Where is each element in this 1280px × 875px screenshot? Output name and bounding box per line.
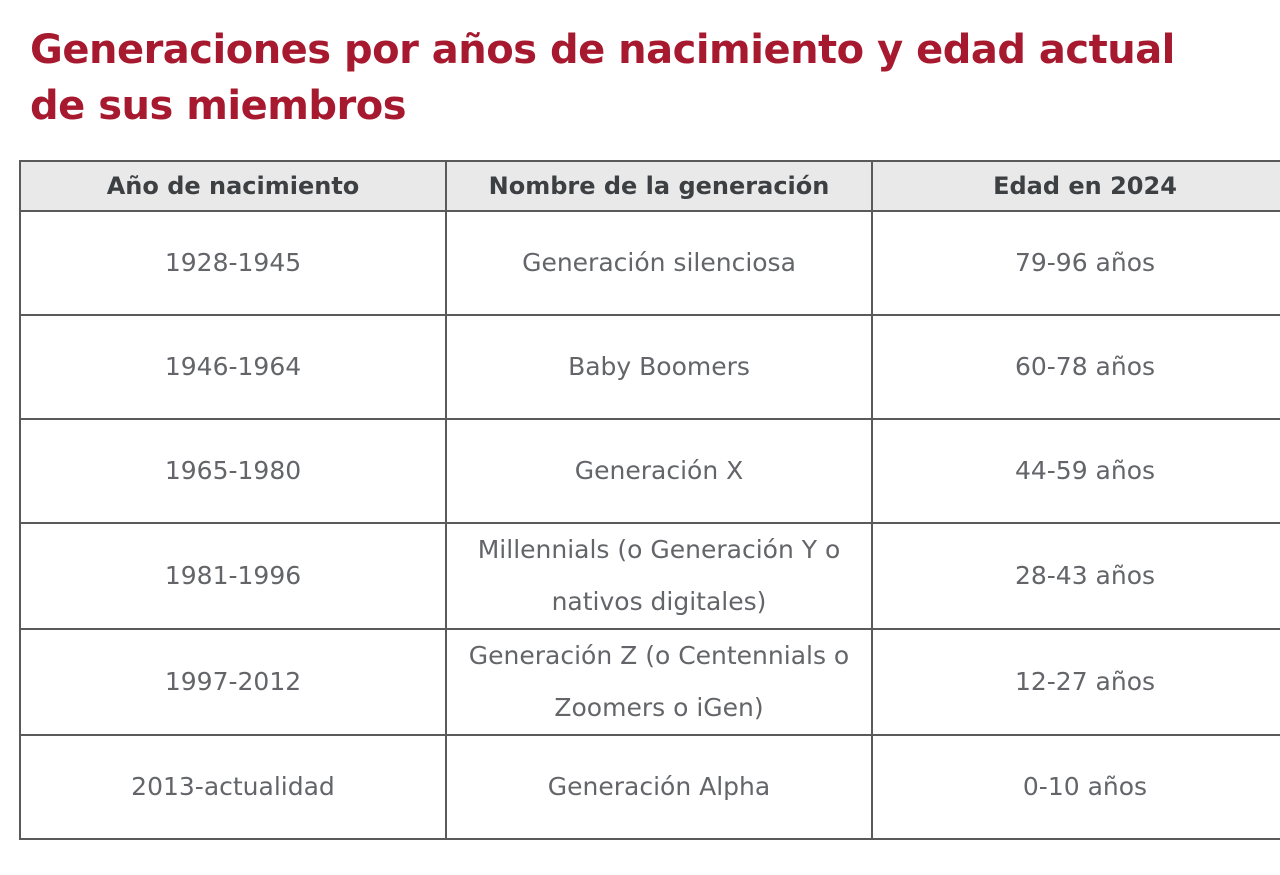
- page-title: Generaciones por años de nacimiento y ed…: [30, 22, 1250, 134]
- page-title-line-2: de sus miembros: [30, 83, 407, 129]
- cell-birth-year: 1997-2012: [19, 628, 447, 736]
- cell-age: 28-43 años: [871, 522, 1280, 630]
- header-birth-year: Año de nacimiento: [19, 160, 447, 212]
- cell-birth-year: 2013-actualidad: [19, 734, 447, 840]
- cell-age: 44-59 años: [871, 418, 1280, 524]
- cell-generation-name: Baby Boomers: [445, 314, 873, 420]
- cell-generation-name: Generación Alpha: [445, 734, 873, 840]
- cell-generation-name: Generación silenciosa: [445, 210, 873, 316]
- cell-generation-name: Generación Z (o Centennials o Zoomers o …: [445, 628, 873, 736]
- cell-generation-name: Millennials (o Generación Y o nativos di…: [445, 522, 873, 630]
- header-generation-name: Nombre de la generación: [445, 160, 873, 212]
- cell-birth-year: 1928-1945: [19, 210, 447, 316]
- cell-birth-year: 1965-1980: [19, 418, 447, 524]
- table-row: 2013-actualidad Generación Alpha 0-10 añ…: [19, 734, 1280, 840]
- cell-birth-year: 1946-1964: [19, 314, 447, 420]
- table-row: 1981-1996 Millennials (o Generación Y o …: [19, 522, 1280, 630]
- cell-age: 0-10 años: [871, 734, 1280, 840]
- table-row: 1946-1964 Baby Boomers 60-78 años: [19, 314, 1280, 420]
- table-header-row: Año de nacimiento Nombre de la generació…: [19, 160, 1280, 212]
- cell-generation-name: Generación X: [445, 418, 873, 524]
- cell-age: 12-27 años: [871, 628, 1280, 736]
- generations-table: Año de nacimiento Nombre de la generació…: [19, 160, 1280, 840]
- table-row: 1965-1980 Generación X 44-59 años: [19, 418, 1280, 524]
- page-title-line-1: Generaciones por años de nacimiento y ed…: [30, 27, 1175, 73]
- header-age-2024: Edad en 2024: [871, 160, 1280, 212]
- table-row: 1997-2012 Generación Z (o Centennials o …: [19, 628, 1280, 736]
- cell-age: 60-78 años: [871, 314, 1280, 420]
- cell-age: 79-96 años: [871, 210, 1280, 316]
- cell-birth-year: 1981-1996: [19, 522, 447, 630]
- table-row: 1928-1945 Generación silenciosa 79-96 añ…: [19, 210, 1280, 316]
